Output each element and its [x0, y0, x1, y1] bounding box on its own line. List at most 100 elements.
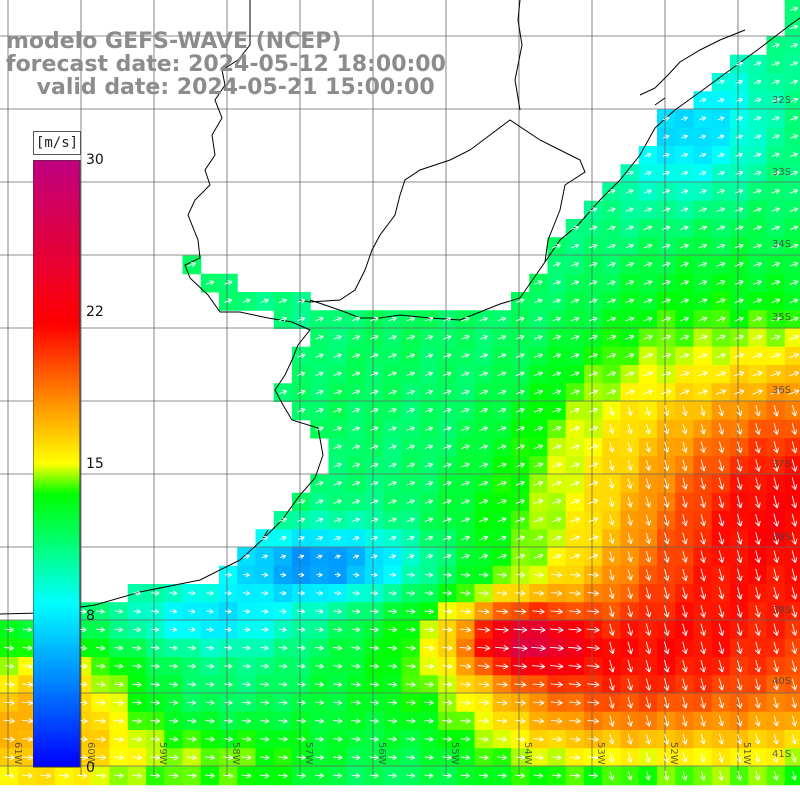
wind-arrow: [459, 626, 472, 633]
wind-arrow: [752, 334, 763, 340]
wind-arrow: [754, 441, 761, 454]
wind-arrow: [351, 499, 361, 505]
wind-arrow: [150, 736, 161, 743]
wind-arrow: [224, 572, 232, 578]
wind-arrow: [716, 280, 726, 286]
wind-arrow: [551, 426, 562, 432]
wind-arrow: [279, 572, 287, 578]
wind-arrow: [789, 243, 799, 249]
wind-arrow: [405, 663, 416, 669]
wind-arrow: [442, 754, 452, 761]
wind-arrow: [753, 189, 762, 194]
wind-arrow: [770, 389, 782, 395]
wind-arrow: [627, 641, 634, 655]
wind-arrow: [479, 335, 488, 340]
wind-arrow: [681, 605, 688, 618]
wind-arrow: [717, 134, 725, 140]
wind-arrow: [606, 353, 617, 359]
wind-arrow: [789, 225, 799, 231]
wind-arrow: [333, 499, 342, 505]
wind-arrow: [663, 550, 670, 563]
wind-arrow: [424, 517, 434, 523]
wind-arrow: [586, 663, 600, 670]
wind-arrow: [315, 481, 324, 486]
wind-arrow: [773, 532, 780, 545]
wind-arrow: [570, 462, 580, 468]
wind-arrow: [570, 334, 580, 340]
wind-arrow: [461, 517, 470, 523]
wind-arrow: [661, 389, 672, 395]
wind-arrow: [259, 772, 270, 779]
wind-arrow: [333, 444, 342, 450]
wind-arrow: [424, 590, 434, 596]
wind-arrow: [736, 459, 743, 472]
wind-arrow: [334, 590, 342, 596]
wind-arrow: [699, 134, 707, 140]
wind-arrow: [608, 496, 615, 508]
wind-arrow: [150, 645, 160, 651]
wind-arrow: [662, 116, 670, 122]
lat-label: 36S: [772, 385, 792, 396]
wind-arrow: [406, 554, 415, 559]
wind-arrow: [515, 535, 526, 541]
wind-arrow: [771, 243, 781, 249]
wind-arrow: [369, 754, 379, 761]
wind-arrow: [388, 316, 397, 322]
wind-arrow: [625, 207, 634, 213]
wind-arrow: [387, 736, 398, 742]
wind-arrow: [334, 554, 341, 560]
wind-arrow: [388, 590, 397, 596]
wind-arrow: [333, 426, 343, 432]
wind-arrow: [662, 207, 671, 213]
wind-arrow: [369, 699, 379, 706]
wind-arrow: [297, 316, 306, 322]
wind-arrow: [681, 659, 688, 673]
wind-arrow: [681, 116, 688, 122]
wind-arrow: [114, 627, 123, 633]
wind-arrow: [460, 718, 471, 724]
wind-arrow: [736, 477, 743, 491]
wind-arrow: [242, 700, 251, 706]
wind-arrow: [406, 353, 416, 359]
border-path: [299, 119, 586, 303]
wind-arrow: [700, 605, 706, 618]
wind-arrow: [552, 316, 562, 322]
wind-arrow: [406, 736, 416, 742]
wind-arrow: [608, 460, 615, 471]
wind-arrow: [496, 718, 508, 724]
wind-arrow: [663, 715, 670, 727]
wind-arrow: [736, 715, 743, 727]
wind-arrow: [224, 280, 233, 286]
wind-arrow: [627, 569, 633, 581]
wind-arrow: [351, 736, 361, 742]
wind-arrow: [151, 590, 160, 596]
wind-arrow: [700, 659, 706, 673]
wind-arrow: [58, 772, 70, 779]
wind-arrow: [718, 532, 725, 545]
wind-arrow: [569, 553, 581, 559]
wind-arrow: [606, 389, 617, 395]
wind-arrow: [351, 627, 361, 633]
wind-arrow: [645, 459, 651, 472]
wind-arrow: [789, 316, 799, 322]
wind-arrow: [550, 663, 564, 670]
wind-arrow: [187, 645, 196, 651]
wind-arrow: [424, 572, 434, 578]
wind-speed-cell: [784, 401, 800, 421]
wind-arrow: [333, 335, 342, 340]
wind-arrow: [608, 441, 615, 453]
wind-arrow: [681, 532, 688, 545]
wind-arrow: [388, 517, 397, 523]
wind-arrow: [551, 718, 563, 724]
wind-arrow: [754, 605, 761, 618]
wind-arrow: [569, 517, 581, 523]
wind-arrow: [351, 353, 361, 359]
wind-arrow: [771, 189, 780, 194]
wind-arrow: [662, 134, 670, 140]
wind-arrow: [608, 405, 615, 416]
wind-arrow: [716, 334, 726, 340]
wind-arrow: [791, 733, 797, 745]
wind-arrow: [645, 514, 651, 526]
wind-arrow: [753, 152, 762, 158]
wind-arrow: [735, 189, 744, 195]
